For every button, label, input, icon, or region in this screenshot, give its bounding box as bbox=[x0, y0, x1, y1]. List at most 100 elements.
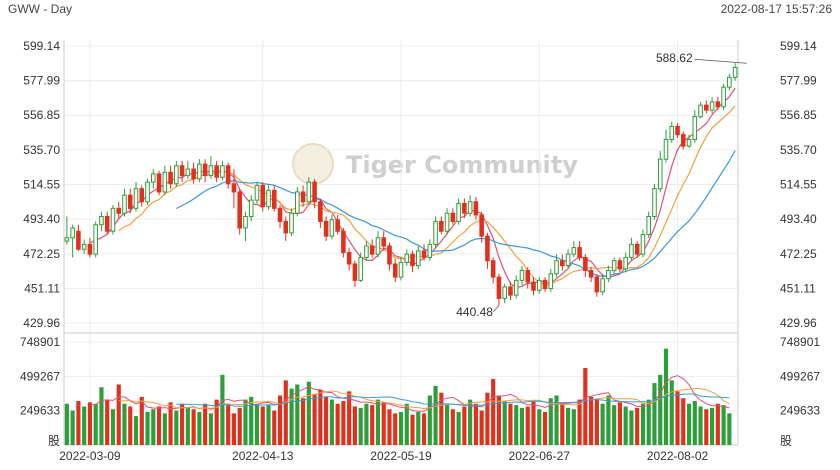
candle-body bbox=[606, 270, 611, 280]
volume-bar bbox=[266, 405, 271, 445]
candle-body bbox=[208, 165, 214, 177]
moving-average-ma20 bbox=[176, 150, 736, 278]
volume-bar bbox=[139, 396, 144, 445]
candle-body bbox=[427, 243, 433, 258]
candle-body bbox=[508, 286, 513, 296]
volume-bar bbox=[93, 403, 98, 445]
low-annotation-label: 440.48 bbox=[456, 305, 493, 319]
candle-body bbox=[156, 173, 162, 193]
volume-bar bbox=[122, 403, 127, 445]
volume-bar bbox=[704, 409, 709, 445]
volume-bar bbox=[531, 400, 536, 445]
volume-bar bbox=[496, 395, 502, 445]
volume-bar bbox=[479, 410, 484, 445]
candle-body bbox=[519, 270, 525, 281]
volume-bar bbox=[612, 405, 617, 445]
volume-bar bbox=[70, 410, 75, 445]
candle-body bbox=[479, 214, 484, 237]
y-tick-label-left: 429.96 bbox=[23, 316, 60, 330]
x-tick-label: 2022-05-19 bbox=[370, 449, 432, 463]
candle-body bbox=[145, 181, 150, 203]
candle-body bbox=[652, 188, 657, 218]
y-tick-label-right: 535.70 bbox=[780, 143, 817, 157]
volume-bar bbox=[260, 406, 265, 445]
volume-bar bbox=[600, 403, 605, 445]
candle-body bbox=[663, 139, 669, 160]
volume-bar bbox=[277, 395, 283, 445]
candle-body bbox=[462, 202, 467, 214]
candle-body bbox=[289, 212, 294, 234]
volume-bar bbox=[468, 399, 473, 445]
candle-body bbox=[266, 189, 271, 208]
y-tick-label-right: 429.96 bbox=[780, 316, 817, 330]
candle-body bbox=[709, 101, 715, 111]
volume-bar bbox=[537, 409, 542, 445]
volume-bar bbox=[208, 413, 213, 445]
volume-moving-average-ma5 bbox=[89, 375, 730, 412]
volume-bar bbox=[197, 411, 202, 445]
candle-body bbox=[594, 276, 600, 293]
volume-bar bbox=[617, 402, 622, 445]
volume-bar bbox=[393, 413, 398, 445]
volume-bar bbox=[168, 402, 173, 445]
volume-bar bbox=[398, 411, 404, 445]
volume-bar bbox=[191, 409, 196, 445]
volume-bar bbox=[347, 391, 352, 445]
candle-body bbox=[404, 253, 410, 263]
candle-body bbox=[295, 191, 300, 214]
low-annotation-leader bbox=[492, 305, 500, 313]
candle-body bbox=[306, 181, 312, 203]
candle-body bbox=[634, 243, 640, 255]
volume-bar bbox=[462, 406, 467, 445]
candle-body bbox=[467, 201, 473, 214]
volume-bar bbox=[439, 392, 444, 445]
candle-body bbox=[571, 247, 577, 255]
volume-bar bbox=[433, 385, 438, 445]
candle-body bbox=[617, 260, 623, 270]
volume-bar bbox=[162, 413, 167, 445]
candle-body bbox=[456, 202, 461, 222]
volume-bar bbox=[589, 396, 594, 445]
candle-body bbox=[560, 260, 565, 267]
candle-body bbox=[191, 168, 196, 180]
volume-bar bbox=[324, 396, 329, 445]
candle-body bbox=[254, 184, 260, 201]
candle-body bbox=[122, 194, 127, 214]
volume-bar bbox=[99, 387, 104, 445]
candle-body bbox=[248, 199, 254, 218]
volume-moving-average-ma20 bbox=[176, 393, 730, 407]
candle-body bbox=[133, 188, 139, 209]
volume-bar bbox=[623, 406, 628, 445]
candle-body bbox=[93, 224, 98, 255]
candle-body bbox=[542, 279, 548, 290]
volume-bar bbox=[358, 407, 363, 445]
volume-bar bbox=[583, 367, 588, 445]
candle-body bbox=[87, 243, 93, 255]
candle-body bbox=[283, 220, 289, 234]
candle-body bbox=[127, 194, 133, 209]
candle-body bbox=[104, 216, 110, 232]
y-tick-label-left: 556.85 bbox=[23, 108, 60, 122]
volume-bar bbox=[542, 411, 548, 445]
candle-body bbox=[577, 247, 582, 258]
volume-bar bbox=[721, 405, 726, 445]
candle-body bbox=[237, 191, 242, 229]
candle-body bbox=[536, 279, 542, 291]
volume-bar bbox=[427, 395, 432, 445]
candle-body bbox=[439, 220, 444, 232]
candle-body bbox=[243, 216, 248, 229]
volume-bar bbox=[635, 407, 640, 445]
volume-bar bbox=[502, 400, 507, 445]
volume-bar bbox=[220, 374, 225, 445]
candle-body bbox=[179, 165, 185, 177]
high-annotation-label: 588.62 bbox=[656, 51, 693, 65]
candle-body bbox=[727, 76, 732, 88]
candle-body bbox=[151, 173, 156, 183]
volume-bar bbox=[231, 413, 237, 445]
candle-body bbox=[583, 256, 588, 272]
volume-bar bbox=[663, 348, 669, 445]
candle-body bbox=[623, 256, 628, 270]
volume-bar bbox=[445, 403, 450, 445]
candle-body bbox=[174, 165, 179, 185]
